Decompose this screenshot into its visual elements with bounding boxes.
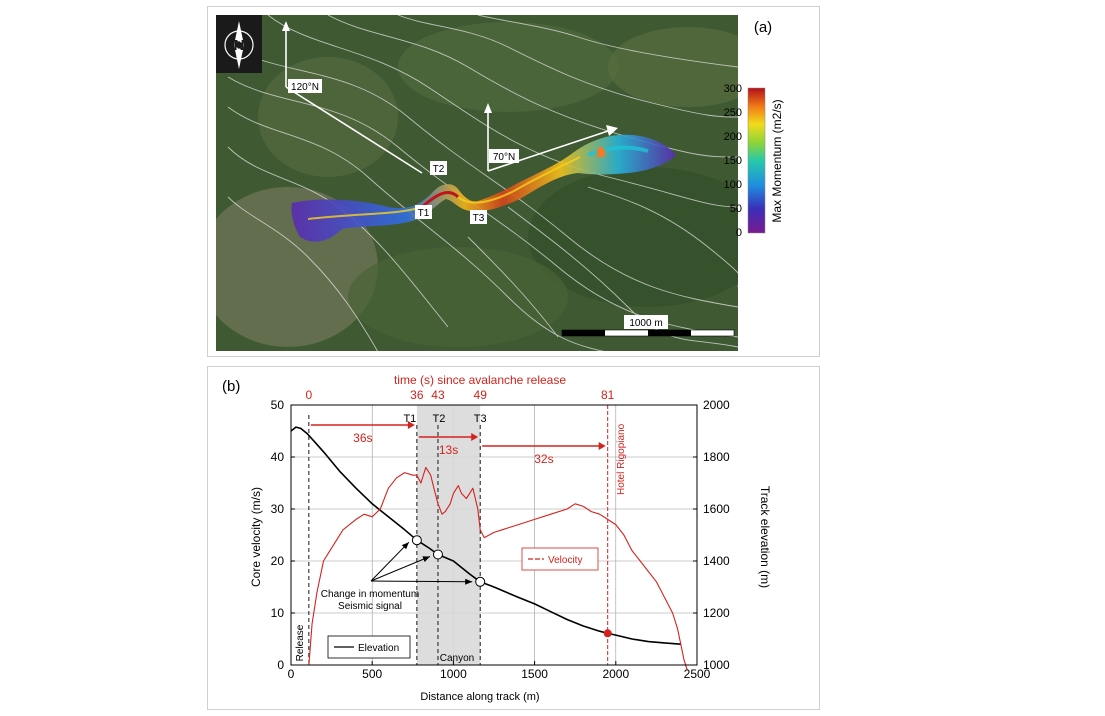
svg-text:250: 250 [724,107,742,119]
svg-text:T2: T2 [433,164,445,175]
interval-label: 13s [439,443,458,457]
y-axis-title: Core velocity (m/s) [249,487,263,587]
annotation-arrowhead [401,542,409,550]
elevation-marker-circle [432,549,443,560]
elevation-marker-circle [475,576,486,587]
svg-text:T1: T1 [418,208,430,219]
avalanche-footprint [291,134,676,242]
svg-text:100: 100 [724,179,742,191]
colorbar: 300 250 200 150 100 50 0 Max Momentum (m… [724,83,784,239]
x-axis-title: Distance along track (m) [420,691,539,703]
svg-text:1000 m: 1000 m [629,318,662,329]
svg-text:T3: T3 [473,213,485,224]
series-line-velocity [308,466,688,671]
y2-tick-label: 2000 [703,398,730,412]
time-tick-label: 36 [410,388,424,402]
x-tick-label: 1500 [521,667,548,681]
axis-layer: 0 500 1000 1500 2000 2500 0 10 20 30 40 50 1000 1200 1… [271,388,730,681]
y2-tick-label: 1400 [703,554,730,568]
svg-text:70°N: 70°N [493,152,515,163]
svg-text:N: N [234,37,245,54]
panel-b: (b) time (s) since avalanche release T1 T… [207,366,820,710]
annotation-arrow-line [370,541,410,582]
svg-text:0: 0 [736,227,742,239]
y2-tick-label: 1600 [703,502,730,516]
svg-text:300: 300 [724,83,742,95]
time-tick-label: 0 [306,388,313,402]
track-label-t3: T3 [470,210,487,224]
svg-text:200: 200 [724,131,742,143]
series-layer [290,426,688,671]
colorbar-ticks: 300 250 200 150 100 50 0 [724,83,742,239]
annotation-arrowhead [465,578,473,585]
hotel-elevation-point [603,629,612,638]
chart-title: time (s) since avalanche release [394,373,566,387]
canyon-label: Canyon [440,653,474,664]
x-tick-label: 2500 [684,667,711,681]
plot-frame [290,404,698,666]
x-tick-label: 1000 [440,667,467,681]
annotation-line-1: Change in momentum [321,589,419,600]
y-tick-label: 10 [271,606,285,620]
direction-arrows [282,21,618,174]
y-tick-label: 40 [271,450,285,464]
legend-elevation: Elevation [327,635,411,659]
y-tick-label: 50 [271,398,285,412]
annotation-arrowhead [422,556,430,562]
time-tick-label: 49 [474,388,488,402]
canyon-band [416,405,481,665]
marker-label-t2: T2 [433,413,446,425]
svg-text:Velocity: Velocity [548,555,582,566]
y-tick-label: 20 [271,554,285,568]
panel-a: 120°N 70°N T2 T1 T3 N [207,6,820,357]
direction-label-120: 120°N [288,79,322,93]
interval-label: 32s [534,452,553,466]
annotation-arrow-line [370,556,431,582]
release-label: Release [295,624,306,661]
point-layer [411,535,612,638]
interval-arrowhead [407,421,415,429]
compass-icon: N [216,15,262,73]
svg-text:150: 150 [724,155,742,167]
legend-velocity: Velocity [521,547,599,571]
time-tick-label: 43 [431,388,445,402]
time-tick-label: 81 [601,388,615,402]
y-tick-label: 30 [271,502,285,516]
track-label-t2: T2 [430,161,447,175]
annotation-line-2: Seismic signal [338,601,402,612]
hotel-label: Hotel Rigopiano [616,423,627,495]
annotation-arrow-line [370,580,473,583]
map-figure: 120°N 70°N T2 T1 T3 N [216,15,784,351]
direction-label-70: 70°N [489,149,519,163]
hotel-icon [596,146,606,157]
y2-tick-label: 1200 [703,606,730,620]
interval-arrowhead [598,442,606,450]
interval-label: 36s [353,431,372,445]
svg-text:Elevation: Elevation [358,643,399,654]
svg-text:50: 50 [730,203,742,215]
x-tick-label: 500 [362,667,382,681]
annot-layer: 36s 13s 32s [310,421,606,585]
x-tick-label: 2000 [602,667,629,681]
marker-label-t3: T3 [474,413,487,425]
colorbar-title: Max Momentum (m2/s) [770,99,784,222]
y2-axis-title: Track elevation (m) [758,486,772,588]
y2-tick-label: 1000 [703,658,730,672]
elevation-marker-circle [411,535,422,546]
canyon-layer [416,405,481,665]
panel-b-label: (b) [222,378,240,395]
grid-layer [291,405,697,665]
scale-bar: 1000 m [561,315,735,337]
y-tick-label: 0 [277,658,284,672]
y2-tick-label: 1800 [703,450,730,464]
marker-label-t1: T1 [403,413,416,425]
panel-a-label: (a) [754,19,772,36]
track-label-t1: T1 [415,205,432,219]
interval-arrowhead [471,433,479,441]
velocity-elevation-chart: (b) time (s) since avalanche release T1 T… [222,373,772,703]
svg-text:120°N: 120°N [291,82,319,93]
x-tick-label: 0 [288,667,295,681]
